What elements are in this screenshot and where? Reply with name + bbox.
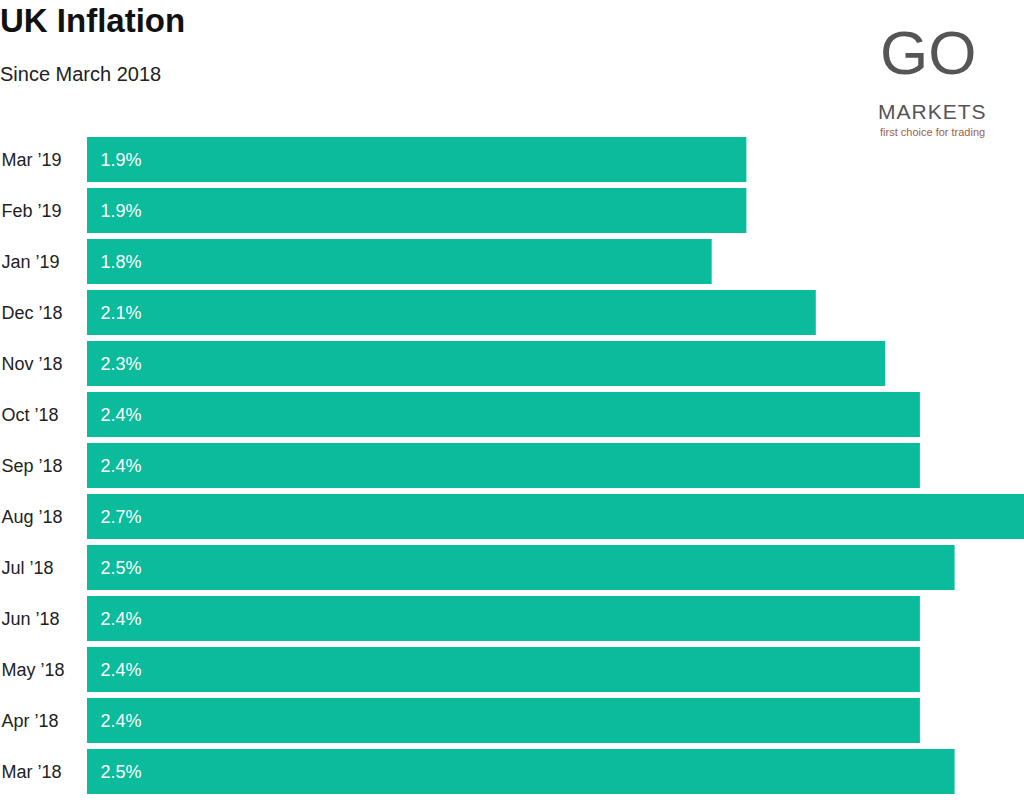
svg-text:2.4%: 2.4%: [101, 456, 142, 476]
svg-text:2.7%: 2.7%: [101, 507, 142, 527]
svg-text:Nov ’18: Nov ’18: [2, 354, 63, 374]
svg-text:Sep ’18: Sep ’18: [2, 456, 63, 476]
svg-text:Jan ’19: Jan ’19: [2, 252, 60, 272]
svg-text:Feb ’19: Feb ’19: [2, 201, 62, 221]
svg-text:1.9%: 1.9%: [101, 201, 142, 221]
svg-text:1.8%: 1.8%: [101, 252, 142, 272]
svg-text:2.4%: 2.4%: [101, 609, 142, 629]
html-text:GO: GO: [880, 18, 977, 87]
svg-text:2.4%: 2.4%: [101, 711, 142, 731]
svg-text:2.5%: 2.5%: [101, 558, 142, 578]
svg-text:Dec ’18: Dec ’18: [2, 303, 63, 323]
svg-text:1.9%: 1.9%: [101, 150, 142, 170]
svg-text:2.5%: 2.5%: [101, 762, 142, 782]
svg-text:2.1%: 2.1%: [101, 303, 142, 323]
svg-text:Jul ’18: Jul ’18: [2, 558, 54, 578]
svg-text:May ’18: May ’18: [2, 660, 65, 680]
html-text:MARKETS: MARKETS: [878, 100, 987, 123]
svg-text:Oct ’18: Oct ’18: [2, 405, 59, 425]
svg-text:Mar ’18: Mar ’18: [2, 762, 62, 782]
svg-text:2.4%: 2.4%: [101, 660, 142, 680]
svg-text:Apr ’18: Apr ’18: [2, 711, 59, 731]
html-text:UK Inflation: UK Inflation: [0, 2, 186, 39]
svg-text:Jun ’18: Jun ’18: [2, 609, 60, 629]
svg-text:Mar ’19: Mar ’19: [2, 150, 62, 170]
svg-text:2.4%: 2.4%: [101, 405, 142, 425]
html-text:Since March 2018: Since March 2018: [0, 63, 162, 85]
html-text:first choice for trading: first choice for trading: [880, 126, 986, 138]
svg-text:Aug ’18: Aug ’18: [2, 507, 63, 527]
svg-text:2.3%: 2.3%: [101, 354, 142, 374]
